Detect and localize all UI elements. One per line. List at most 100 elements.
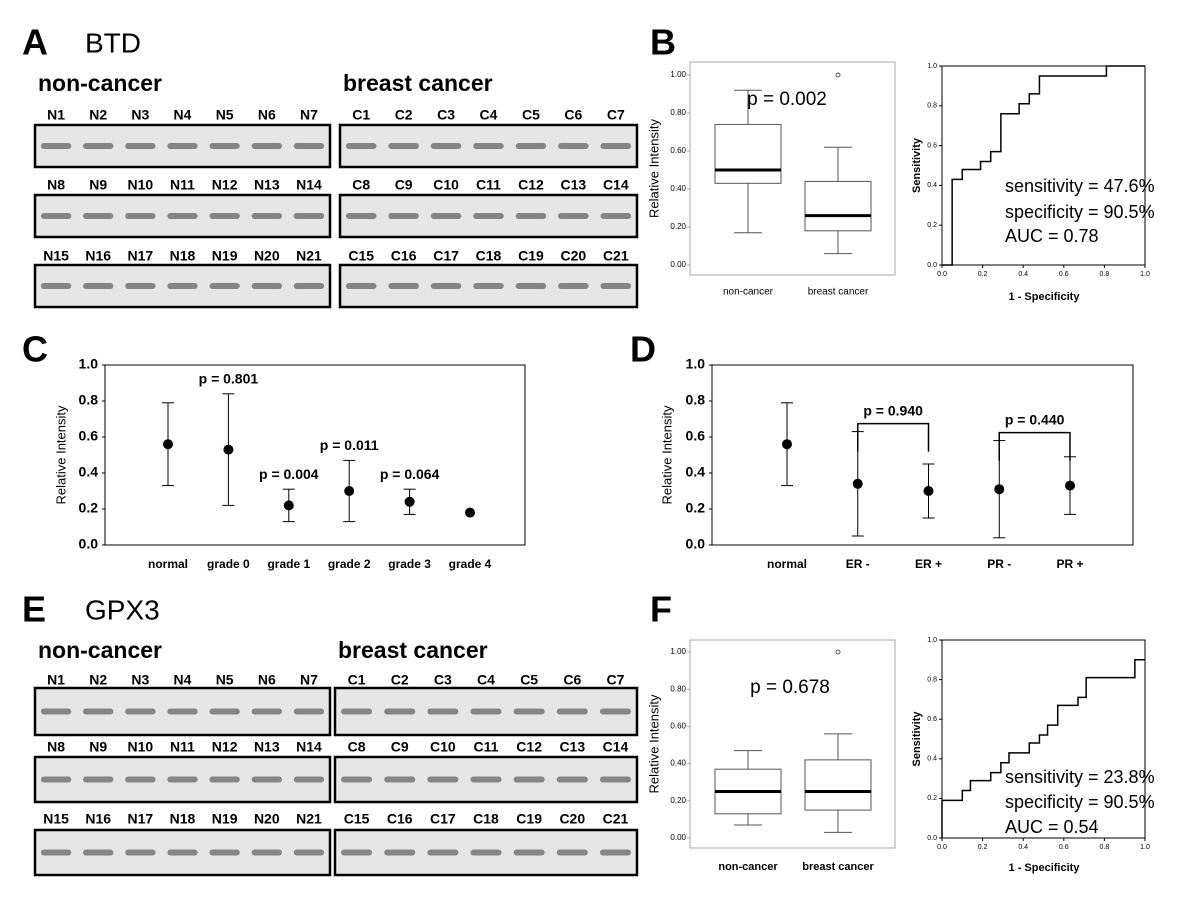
- y-tick-label: 0.8: [686, 392, 706, 408]
- y-tick-label: 0.2: [927, 795, 937, 802]
- lane-label: C3: [437, 107, 455, 123]
- lane-label: C12: [516, 739, 542, 755]
- annotation: AUC = 0.78: [1005, 226, 1099, 246]
- lane-label: C17: [433, 248, 459, 264]
- band: [470, 776, 502, 783]
- band: [600, 143, 632, 149]
- y-axis-label: Sensitivity: [911, 711, 923, 767]
- point: [923, 486, 934, 496]
- x-tick-label: 1.0: [1140, 844, 1150, 851]
- band: [345, 283, 377, 289]
- band: [293, 776, 325, 783]
- band: [40, 143, 72, 149]
- y-tick-label: 0.20: [670, 222, 686, 231]
- band: [427, 776, 459, 783]
- lane-label: C4: [477, 672, 495, 688]
- band: [427, 708, 459, 715]
- lane-label: N19: [212, 811, 238, 827]
- y-tick-label: 0.2: [79, 500, 99, 516]
- band: [599, 776, 631, 783]
- lane-label: N9: [89, 177, 107, 193]
- band: [558, 213, 589, 219]
- y-tick-label: 0.0: [927, 835, 937, 842]
- band: [209, 708, 240, 715]
- plot-frame: [711, 364, 1134, 546]
- lane-label: N8: [47, 739, 65, 755]
- band: [513, 849, 545, 856]
- band: [83, 213, 114, 219]
- box: [804, 180, 872, 232]
- x-tick-label: grade 4: [449, 557, 492, 571]
- x-tick-label: PR -: [987, 557, 1011, 571]
- annotation: specificity = 90.5%: [1005, 792, 1155, 812]
- y-tick-label: 1.0: [927, 63, 937, 70]
- y-tick-label: 0.60: [670, 146, 686, 155]
- y-axis-label: Relative Intensity: [659, 405, 674, 504]
- y-tick-label: 0.4: [79, 464, 99, 480]
- lane-label: C1: [352, 107, 370, 123]
- lane-label: C6: [563, 672, 581, 688]
- lane-label: N21: [296, 811, 322, 827]
- band: [83, 283, 114, 289]
- p-value: p = 0.801: [199, 371, 259, 387]
- lane-label: N10: [128, 739, 154, 755]
- lane-label: N15: [43, 248, 69, 264]
- band: [251, 776, 282, 783]
- band: [470, 708, 502, 715]
- box: [804, 759, 872, 811]
- lane-label: N1: [47, 107, 65, 123]
- panel-label: D: [630, 329, 656, 370]
- lane-label: C18: [473, 811, 499, 827]
- lane-label: N12: [212, 177, 238, 193]
- point: [852, 478, 863, 489]
- x-axis-label: 1 - Specificity: [1009, 291, 1081, 303]
- y-tick-label: 1.0: [927, 637, 937, 644]
- y-tick-label: 0.4: [927, 756, 937, 763]
- lane-label: N2: [89, 107, 107, 123]
- x-tick-label: 0.2: [978, 271, 988, 278]
- band: [430, 283, 462, 289]
- band: [167, 213, 198, 219]
- lane-label: C12: [518, 177, 544, 193]
- lane-label: C18: [476, 248, 502, 264]
- panel-label: B: [650, 22, 676, 63]
- lane-label: N20: [254, 811, 280, 827]
- lane-label: N6: [258, 672, 276, 688]
- lane-label: N14: [296, 739, 322, 755]
- band: [473, 283, 504, 289]
- lane-label: C8: [348, 739, 366, 755]
- plot-frame: [689, 639, 896, 849]
- annotation: sensitivity = 47.6%: [1005, 176, 1155, 196]
- lane-label: N10: [128, 177, 154, 193]
- x-tick-label: grade 0: [207, 557, 250, 571]
- lane-label: N8: [47, 177, 65, 193]
- lane-label: C16: [387, 811, 413, 827]
- lane-label: N17: [128, 811, 154, 827]
- point: [782, 439, 792, 450]
- lane-label: N13: [254, 739, 280, 755]
- x-tick-label: 1.0: [1140, 271, 1150, 278]
- band: [430, 143, 462, 149]
- lane-label: C15: [348, 248, 374, 264]
- y-tick-label: 0.8: [927, 103, 937, 110]
- lane-label: C20: [559, 811, 585, 827]
- p-value: p = 0.002: [747, 89, 827, 110]
- lane-label: C21: [603, 248, 629, 264]
- p-value: p = 0.004: [259, 466, 319, 482]
- outlier: [835, 72, 841, 78]
- lane-label: N3: [131, 672, 149, 688]
- y-tick-label: 0.6: [686, 428, 706, 444]
- band: [167, 283, 198, 289]
- p-value: p = 0.440: [1005, 411, 1065, 427]
- group-title: non-cancer: [38, 637, 162, 663]
- x-tick-label: normal: [767, 557, 807, 571]
- lane-label: C19: [516, 811, 542, 827]
- point: [1065, 480, 1075, 491]
- y-tick-label: 1.00: [670, 647, 686, 656]
- lane-label: C5: [522, 107, 540, 123]
- y-tick-label: 0.6: [927, 142, 937, 149]
- y-tick-label: 1.0: [686, 356, 706, 372]
- band: [40, 283, 72, 289]
- band: [125, 213, 156, 219]
